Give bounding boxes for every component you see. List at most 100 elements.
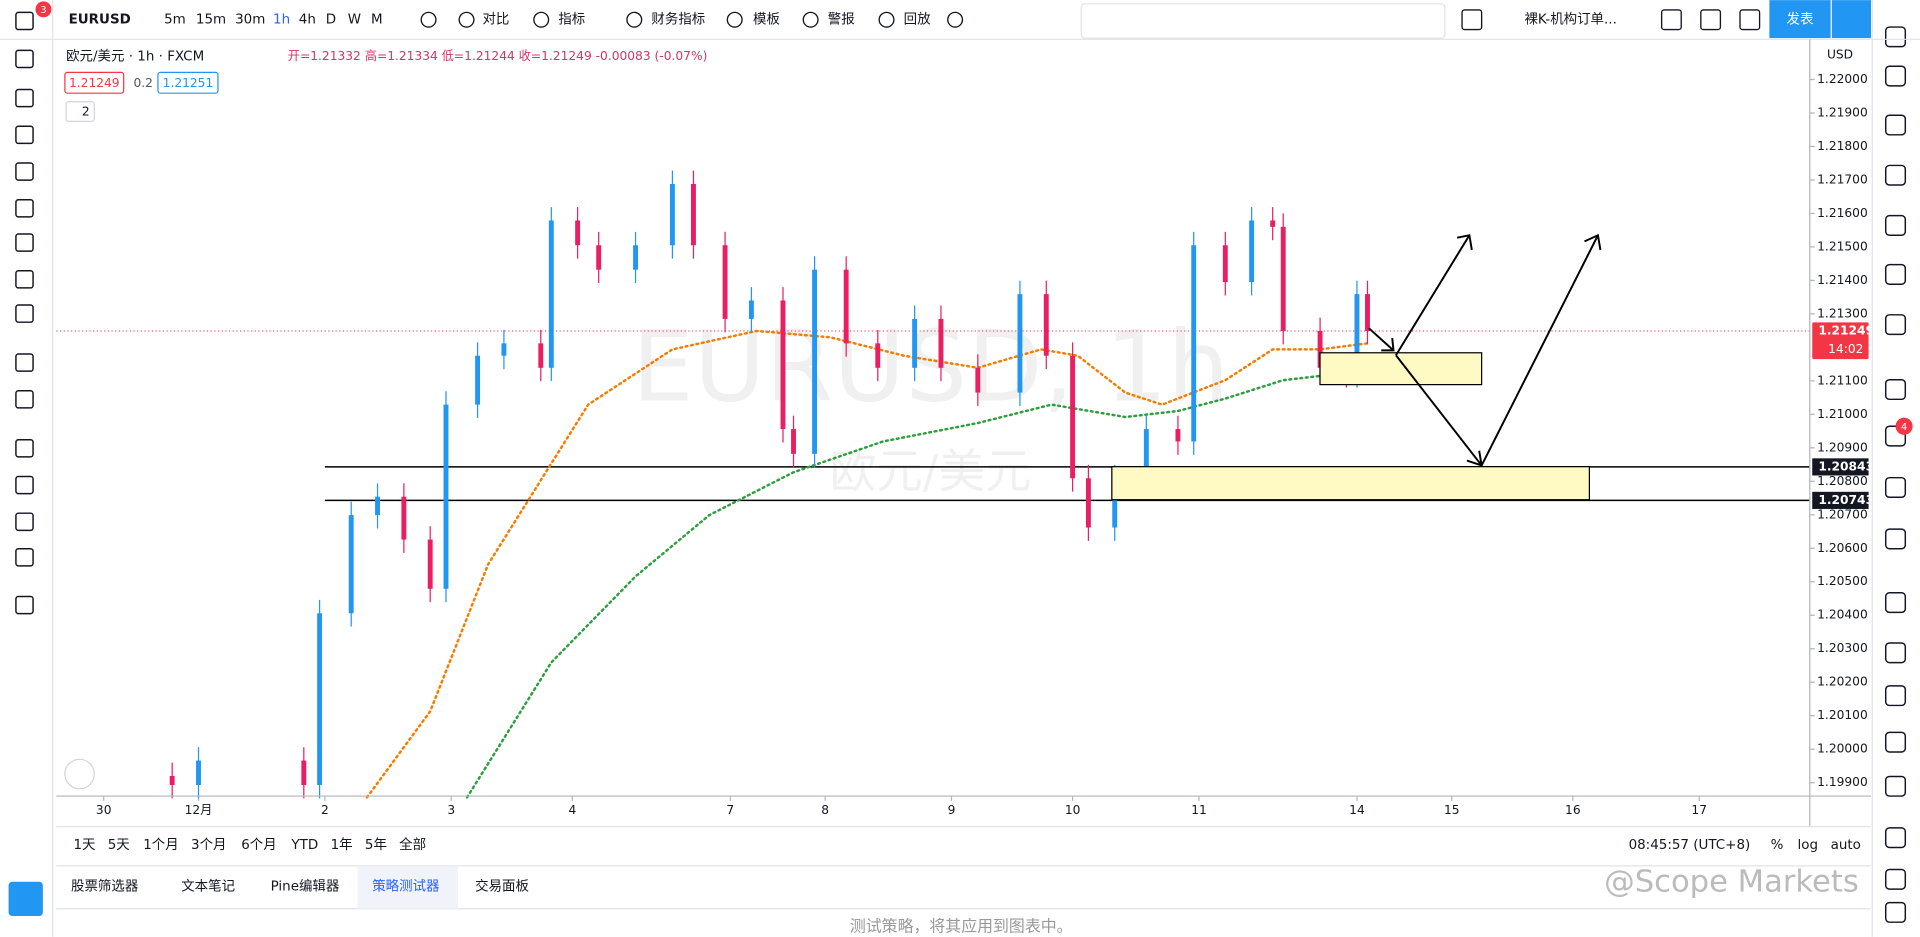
sidebar-icon[interactable] <box>1884 827 1907 849</box>
interval[interactable]: 5m <box>164 13 186 28</box>
active-tab-bg[interactable] <box>357 867 458 909</box>
tab-active[interactable]: 策略测试器 <box>372 878 440 895</box>
sidebar-icon[interactable] <box>1884 26 1907 48</box>
publish-button[interactable]: 发表 <box>1787 12 1814 28</box>
range-button[interactable]: 1天 <box>73 838 95 853</box>
replay-button[interactable]: 回放 <box>904 12 931 28</box>
symbol[interactable]: EURUSD <box>69 13 131 28</box>
interval[interactable]: 15m <box>196 13 226 28</box>
toolbar-icon[interactable] <box>533 11 550 28</box>
sidebar-icon[interactable] <box>1884 214 1907 236</box>
sidebar-icon[interactable] <box>1884 868 1907 890</box>
sidebar-icon[interactable] <box>1884 731 1907 753</box>
candle-body <box>633 245 638 270</box>
scale-auto[interactable]: auto <box>1831 838 1861 853</box>
bid-box[interactable] <box>64 71 125 94</box>
sidebar-icon[interactable] <box>1884 901 1907 923</box>
range-button[interactable]: YTD <box>290 838 318 853</box>
scale-log[interactable]: log <box>1798 838 1819 853</box>
tab[interactable]: 股票筛选器 <box>71 879 139 895</box>
sidebar-icon[interactable] <box>1884 642 1907 664</box>
tool-icon[interactable] <box>15 595 34 615</box>
scale-percent[interactable]: % <box>1771 838 1784 853</box>
candle-body <box>975 367 981 393</box>
tool-icon[interactable] <box>15 438 34 458</box>
interval[interactable]: 4h <box>299 13 316 28</box>
sidebar-icon[interactable] <box>1884 528 1907 550</box>
sidebar-icon[interactable] <box>1884 263 1907 285</box>
tool-icon[interactable] <box>15 353 34 372</box>
interval[interactable]: D <box>326 13 336 28</box>
sidebar-icon[interactable] <box>1884 378 1907 401</box>
tool-icon[interactable] <box>15 49 34 69</box>
interval[interactable]: 30m <box>235 13 265 28</box>
y-tick-label: 1.21800 <box>1817 139 1868 153</box>
sidebar-icon[interactable] <box>1884 775 1907 797</box>
collapse-box[interactable] <box>65 101 95 122</box>
toolbar-icon[interactable] <box>458 11 475 28</box>
ask-box[interactable] <box>157 71 219 94</box>
y-tick-label: 1.20500 <box>1817 574 1868 588</box>
tool-icon[interactable] <box>15 304 34 323</box>
tool-icon[interactable] <box>15 88 34 108</box>
watchlist-button[interactable] <box>8 881 43 917</box>
toolbar-icon[interactable] <box>626 11 643 28</box>
badge-count: 4 <box>1901 422 1907 433</box>
tool-icon[interactable] <box>15 270 34 289</box>
sidebar-icon[interactable] <box>1884 114 1907 136</box>
tool-icon[interactable] <box>15 198 34 218</box>
toolbar-icon[interactable] <box>947 11 964 28</box>
indicators-button[interactable]: 指标 <box>558 12 585 28</box>
alert-button[interactable]: 警报 <box>828 12 855 28</box>
tab[interactable]: 文本笔记 <box>181 879 235 895</box>
range-button[interactable]: 全部 <box>399 836 426 853</box>
tool-icon[interactable] <box>15 125 34 145</box>
toolbar-icon[interactable] <box>726 11 743 28</box>
publish-button-bg[interactable] <box>1769 0 1831 39</box>
templates-button[interactable]: 模板 <box>753 12 780 28</box>
range-button[interactable]: 3个月 <box>191 837 226 853</box>
financials-button[interactable]: 财务指标 <box>651 12 705 28</box>
range-button[interactable]: 5天 <box>108 838 130 853</box>
tool-icon[interactable] <box>15 162 34 181</box>
range-button[interactable]: 6个月 <box>241 837 276 853</box>
toolbar-icon[interactable] <box>420 11 437 28</box>
tool-icon[interactable] <box>15 390 34 409</box>
template-select[interactable]: 裸K-机构订单... <box>1524 12 1616 28</box>
ask[interactable]: 1.21251 <box>163 76 214 90</box>
sidebar-icon[interactable] <box>1884 164 1907 186</box>
bid[interactable]: 1.21249 <box>69 76 120 90</box>
toolbar-icon[interactable] <box>1461 9 1483 31</box>
candle-body <box>1175 429 1181 442</box>
sidebar-icon[interactable] <box>1884 65 1907 87</box>
toolbar-icon[interactable] <box>1700 9 1722 31</box>
sidebar-icon[interactable] <box>1884 592 1907 614</box>
interval[interactable]: W <box>348 13 361 28</box>
interval[interactable]: M <box>371 13 383 28</box>
collapse-count[interactable]: 2 <box>82 105 90 119</box>
range-button[interactable]: 5年 <box>365 837 387 853</box>
sidebar-icon[interactable] <box>1884 476 1907 499</box>
tool-icon[interactable] <box>15 233 34 252</box>
tab[interactable]: 交易面板 <box>475 878 529 895</box>
sidebar-icon[interactable] <box>1884 314 1907 336</box>
toolbar-icon[interactable] <box>1739 9 1761 31</box>
compare-button[interactable]: 对比 <box>482 12 509 28</box>
logo[interactable] <box>64 758 95 790</box>
range-button[interactable]: 1年 <box>331 837 353 853</box>
tool-icon[interactable] <box>15 512 34 532</box>
x-tick-label: 4 <box>568 803 576 817</box>
candle-body <box>538 343 544 368</box>
tab[interactable]: Pine编辑器 <box>271 879 340 895</box>
x-tick-label: 17 <box>1691 803 1707 817</box>
tool-icon[interactable] <box>15 11 34 31</box>
tool-icon[interactable] <box>15 475 34 495</box>
toolbar-icon[interactable] <box>878 11 895 28</box>
toolbar-icon[interactable] <box>1660 9 1682 31</box>
play-button[interactable] <box>1831 0 1872 39</box>
toolbar-icon[interactable] <box>802 11 819 28</box>
interval-active[interactable]: 1h <box>273 13 290 28</box>
tool-icon[interactable] <box>15 547 34 567</box>
range-button[interactable]: 1个月 <box>143 837 178 853</box>
sidebar-icon[interactable] <box>1884 685 1907 707</box>
